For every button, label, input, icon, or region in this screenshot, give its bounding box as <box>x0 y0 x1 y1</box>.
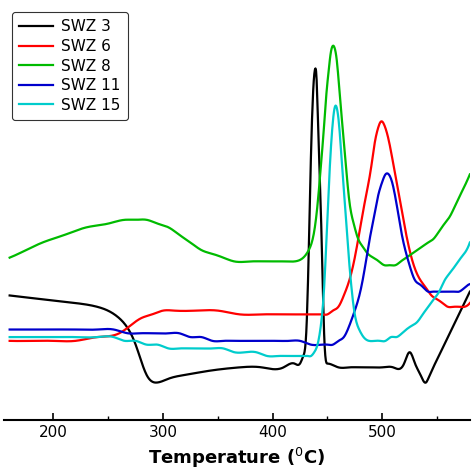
SWZ 8 <box>274 258 280 264</box>
SWZ 8 <box>404 254 410 260</box>
SWZ 11 <box>467 281 473 287</box>
SWZ 8 <box>7 255 12 261</box>
SWZ 6 <box>356 230 362 236</box>
SWZ 15 <box>287 353 292 359</box>
SWZ 3 <box>286 361 292 367</box>
SWZ 8 <box>286 259 292 264</box>
SWZ 6 <box>64 338 70 344</box>
SWZ 11 <box>300 339 306 345</box>
SWZ 3 <box>35 296 41 301</box>
Line: SWZ 8: SWZ 8 <box>9 46 470 265</box>
SWZ 6 <box>7 338 12 344</box>
SWZ 3 <box>274 366 280 372</box>
SWZ 3 <box>356 365 362 370</box>
SWZ 8 <box>300 255 306 261</box>
SWZ 6 <box>35 338 41 344</box>
SWZ 8 <box>356 238 362 244</box>
Line: SWZ 11: SWZ 11 <box>9 173 470 345</box>
SWZ 8 <box>391 263 396 268</box>
SWZ 6 <box>467 300 473 306</box>
SWZ 8 <box>330 43 336 48</box>
SWZ 3 <box>423 380 428 385</box>
SWZ 15 <box>467 240 473 246</box>
SWZ 11 <box>404 254 410 260</box>
SWZ 3 <box>313 65 319 71</box>
SWZ 11 <box>274 338 280 344</box>
SWZ 15 <box>357 328 363 334</box>
SWZ 11 <box>286 338 292 344</box>
SWZ 3 <box>300 355 306 360</box>
SWZ 11 <box>384 171 390 176</box>
Line: SWZ 15: SWZ 15 <box>9 106 470 356</box>
SWZ 3 <box>467 289 473 294</box>
SWZ 11 <box>356 293 362 299</box>
SWZ 15 <box>35 334 41 340</box>
SWZ 15 <box>7 334 12 340</box>
SWZ 11 <box>7 327 12 332</box>
SWZ 6 <box>301 311 306 317</box>
Line: SWZ 3: SWZ 3 <box>9 68 470 383</box>
SWZ 11 <box>35 327 41 332</box>
SWZ 15 <box>333 103 338 109</box>
Legend: SWZ 3, SWZ 6, SWZ 8, SWZ 11, SWZ 15: SWZ 3, SWZ 6, SWZ 8, SWZ 11, SWZ 15 <box>12 12 128 120</box>
X-axis label: Temperature ($^0$C): Temperature ($^0$C) <box>148 446 326 470</box>
SWZ 8 <box>35 242 41 247</box>
SWZ 11 <box>313 342 319 348</box>
SWZ 6 <box>379 118 384 124</box>
SWZ 8 <box>467 172 473 177</box>
SWZ 15 <box>274 353 280 359</box>
Line: SWZ 6: SWZ 6 <box>9 121 470 341</box>
SWZ 15 <box>404 326 410 332</box>
SWZ 3 <box>404 355 410 360</box>
SWZ 15 <box>268 354 274 359</box>
SWZ 15 <box>301 353 306 359</box>
SWZ 3 <box>7 292 12 298</box>
SWZ 6 <box>404 236 410 242</box>
SWZ 6 <box>274 311 280 317</box>
SWZ 6 <box>287 311 292 317</box>
